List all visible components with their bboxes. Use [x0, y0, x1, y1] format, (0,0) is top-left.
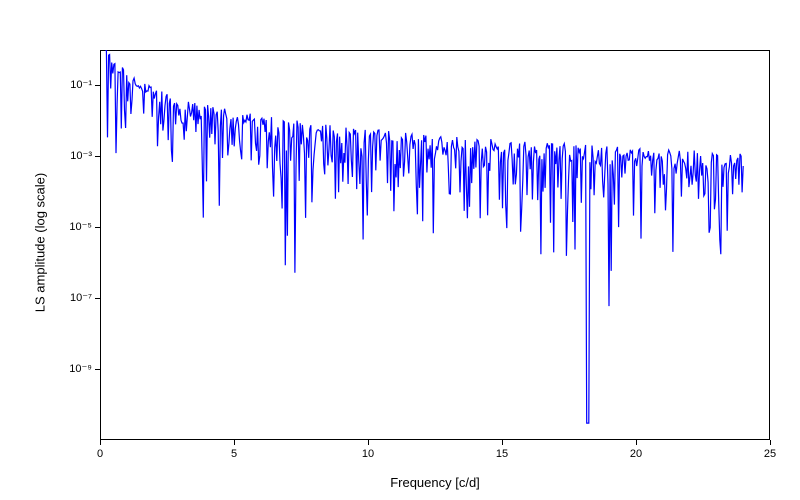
y-tick-label: 10⁻³ — [70, 149, 92, 162]
x-tick-mark — [368, 440, 369, 445]
x-tick-mark — [234, 440, 235, 445]
y-tick-mark — [95, 156, 100, 157]
y-axis-label: LS amplitude (log scale) — [33, 163, 48, 323]
chart-container: LS amplitude (log scale) Frequency [c/d]… — [0, 0, 800, 500]
x-tick-label: 25 — [758, 448, 782, 460]
x-tick-label: 10 — [356, 448, 380, 460]
plot-svg — [0, 0, 800, 500]
x-tick-label: 5 — [222, 448, 246, 460]
x-tick-label: 20 — [624, 448, 648, 460]
y-tick-label: 10⁻¹ — [70, 78, 92, 91]
y-tick-label: 10⁻⁹ — [69, 362, 92, 375]
y-tick-label: 10⁻⁷ — [70, 291, 92, 304]
y-tick-mark — [95, 227, 100, 228]
x-tick-label: 15 — [490, 448, 514, 460]
x-tick-mark — [502, 440, 503, 445]
y-tick-mark — [95, 298, 100, 299]
x-axis-label: Frequency [c/d] — [385, 475, 485, 490]
y-tick-mark — [95, 85, 100, 86]
y-tick-mark — [95, 369, 100, 370]
x-tick-mark — [100, 440, 101, 445]
x-tick-mark — [770, 440, 771, 445]
series-line — [105, 50, 743, 423]
x-tick-mark — [636, 440, 637, 445]
x-tick-label: 0 — [88, 448, 112, 460]
y-tick-label: 10⁻⁵ — [69, 220, 92, 233]
